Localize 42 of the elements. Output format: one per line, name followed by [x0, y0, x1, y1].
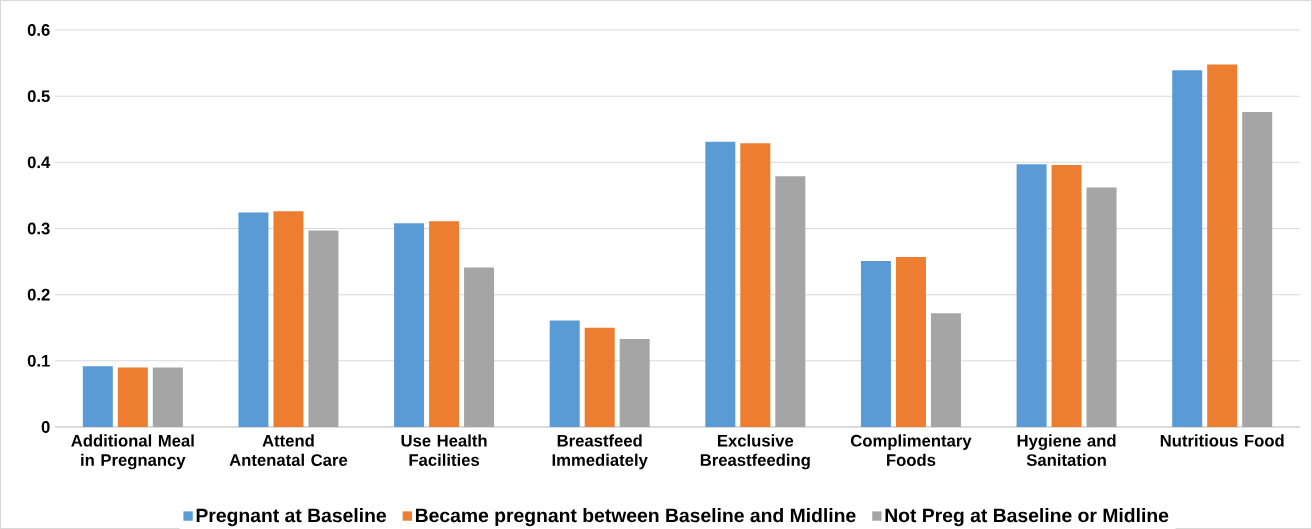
x-tick-label: Nutritious Food	[1160, 434, 1284, 447]
bar	[152, 367, 183, 427]
bar	[549, 320, 580, 427]
bar	[775, 176, 806, 427]
x-tick-label: Exclusive Breastfeeding	[700, 434, 810, 470]
bar	[273, 211, 304, 427]
y-tick-label: 0.5	[27, 90, 50, 102]
x-tick-label: Additional Meal in Pregnancy	[71, 434, 194, 470]
bar	[308, 230, 339, 427]
x-tick-label: Breastfeed Immediately	[552, 434, 648, 470]
legend-label: Became pregnant between Baseline and Midline	[415, 507, 856, 526]
bar	[1242, 111, 1273, 427]
bar	[860, 260, 891, 427]
legend-label: Not Preg at Baseline or Midline	[885, 507, 1169, 526]
bar	[117, 367, 148, 427]
x-tick-label: Hygiene and Sanitation	[1017, 434, 1116, 466]
y-tick-label: 0.3	[27, 222, 50, 235]
bar	[895, 256, 926, 427]
x-tick-label: Attend Antenatal Care	[229, 434, 348, 466]
bar	[429, 221, 460, 427]
bar	[394, 223, 425, 427]
bar	[705, 141, 736, 427]
y-tick-label: 0.6	[27, 23, 50, 36]
y-tick-label: 0.4	[27, 156, 51, 169]
bar	[1016, 164, 1047, 427]
bar	[1051, 164, 1082, 427]
bar	[1207, 64, 1238, 427]
bar	[740, 142, 771, 427]
bar	[930, 313, 961, 427]
y-tick-label: 0.2	[27, 288, 50, 301]
bar	[1086, 187, 1117, 427]
y-tick-label: 0	[41, 420, 50, 433]
bar	[82, 365, 113, 427]
legend-label: Pregnant at Baseline	[196, 507, 386, 526]
y-tick-label: 0.1	[27, 354, 50, 367]
bar	[619, 338, 650, 427]
bar	[584, 327, 615, 427]
x-tick-label: Use Health Facilities	[401, 434, 487, 466]
bar	[1172, 70, 1203, 427]
bar	[238, 212, 269, 427]
x-tick-label: Complimentary Foods	[850, 434, 972, 466]
bar	[464, 267, 495, 427]
